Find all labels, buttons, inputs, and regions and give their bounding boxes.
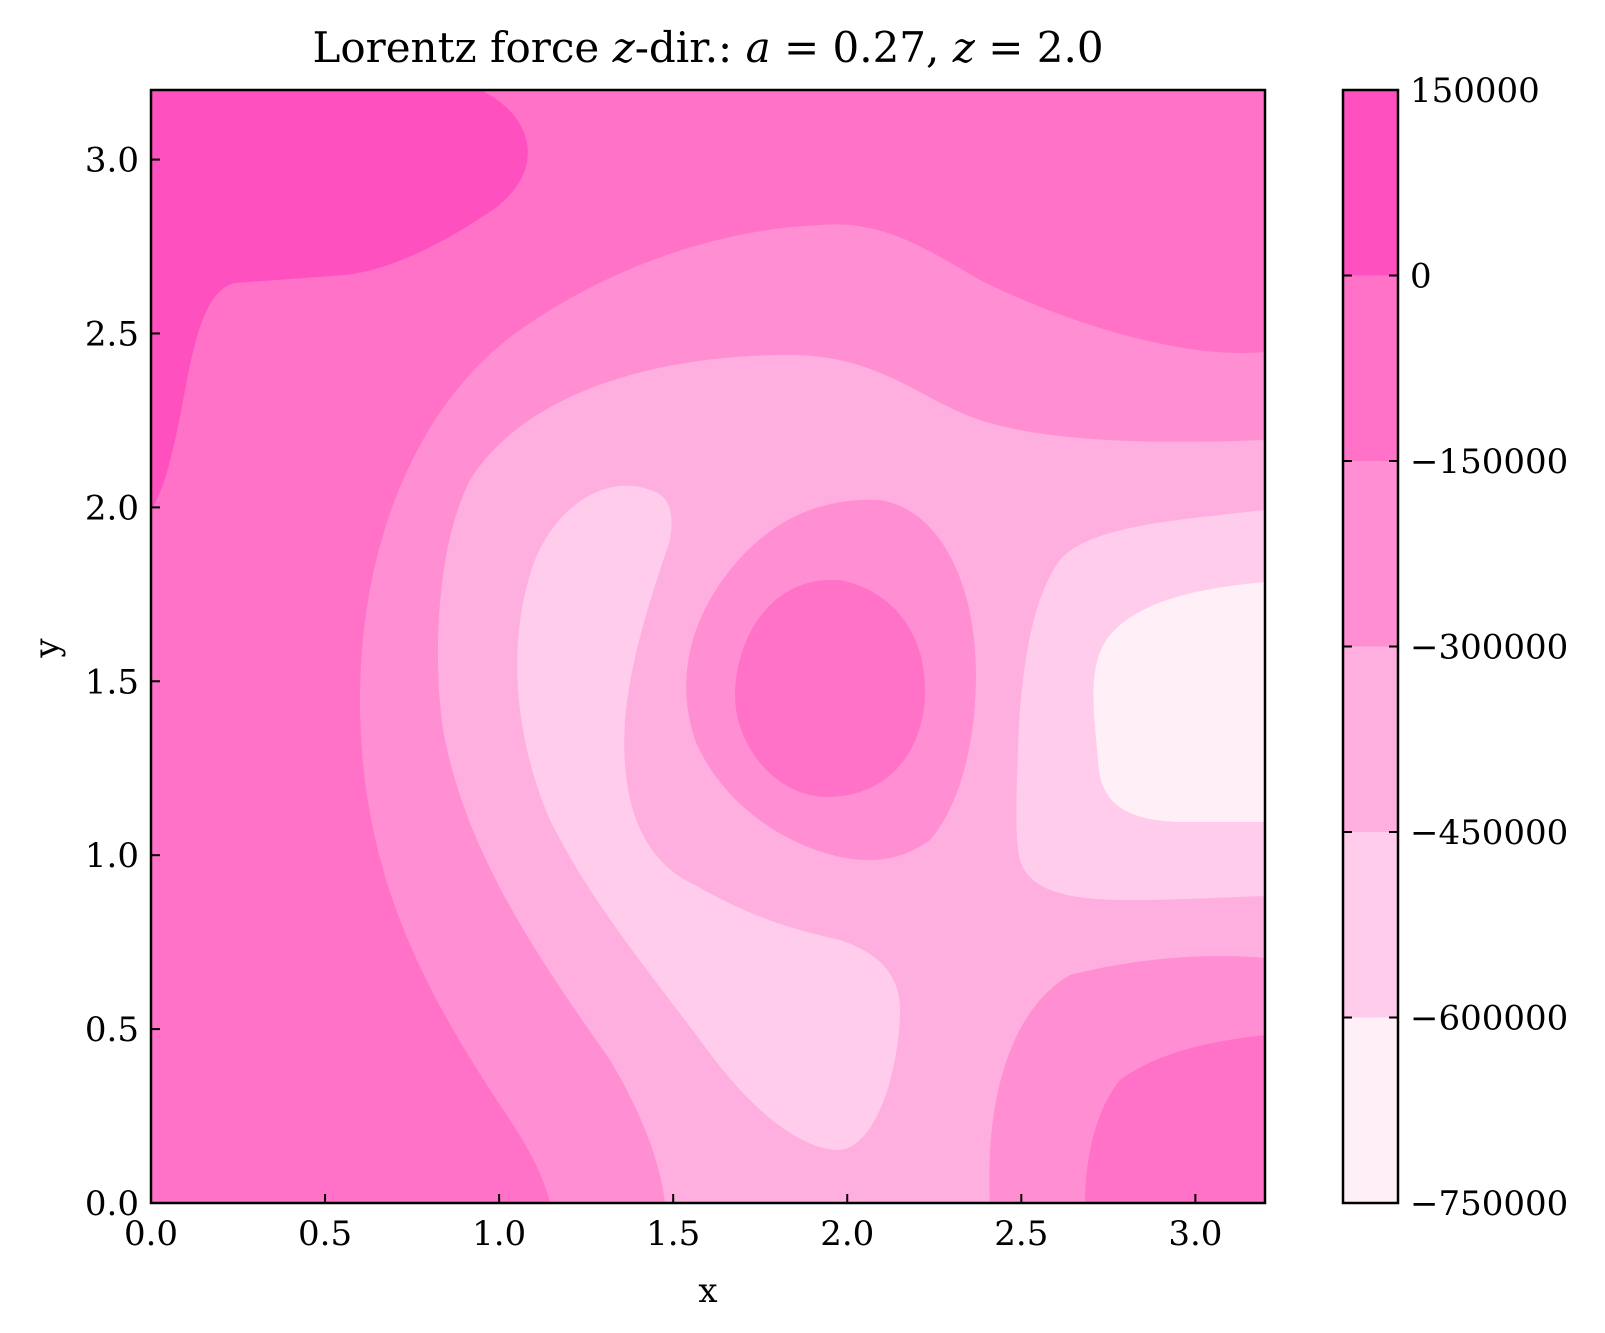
colorbar-tick-label: −150000 — [1410, 442, 1568, 482]
colorbar-tick-label: −600000 — [1410, 999, 1568, 1039]
colorbar-tick-label: 0 — [1410, 257, 1432, 297]
y-tick-label: 3.0 — [85, 141, 139, 181]
colorbar-segment — [1343, 275, 1398, 461]
colorbar: −750000 −600000 −450000 −300000 −150000 0 1500… — [1343, 71, 1568, 1224]
x-tick-label: 0.0 — [124, 1214, 178, 1254]
y-axis-ticks: 0.0 0.5 1.0 1.5 2.0 2.5 3.0 — [85, 141, 160, 1224]
colorbar-frame — [1341, 88, 1400, 1205]
contour-plot — [151, 90, 1265, 1203]
y-tick-label: 2.0 — [85, 488, 139, 528]
colorbar-tick-label: −750000 — [1410, 1184, 1568, 1224]
contour-region-top-left-max — [151, 90, 528, 510]
contour-band-minus-600k-minus-450k-crescent — [517, 485, 900, 1151]
contour-band-center-inner — [735, 579, 925, 798]
y-tick-label: 1.5 — [85, 662, 139, 702]
y-axis-label: y — [27, 638, 67, 659]
x-tick-label: 2.5 — [994, 1214, 1048, 1254]
colorbar-segment — [1343, 1017, 1398, 1203]
x-tick-label: 2.0 — [820, 1214, 874, 1254]
y-tick-label: 0.0 — [85, 1184, 139, 1224]
x-tick-label: 1.0 — [472, 1214, 526, 1254]
chart-title: Lorentz force z-dir.: a = 0.27, z = 2.0 — [312, 23, 1103, 72]
x-axis-label: x — [698, 1271, 717, 1311]
plot-frame — [149, 88, 1267, 1205]
colorbar-tick-label: −450000 — [1410, 813, 1568, 853]
colorbar-segment — [1343, 90, 1398, 276]
colorbar-tick-label: 150000 — [1410, 71, 1540, 111]
contour-band-bottom-right-inner — [1085, 1035, 1265, 1203]
y-tick-label: 1.0 — [85, 836, 139, 876]
colorbar-segment — [1343, 646, 1398, 832]
x-tick-label: 1.5 — [646, 1214, 700, 1254]
x-tick-label: 0.5 — [298, 1214, 352, 1254]
y-tick-label: 0.5 — [85, 1010, 139, 1050]
y-tick-label: 2.5 — [85, 314, 139, 354]
x-tick-label: 3.0 — [1168, 1214, 1222, 1254]
colorbar-segment — [1343, 832, 1398, 1018]
x-axis-ticks: 0.0 0.5 1.0 1.5 2.0 2.5 3.0 — [124, 1194, 1222, 1254]
colorbar-segment — [1343, 461, 1398, 647]
contour-band-right-minimum — [1093, 582, 1265, 822]
colorbar-tick-label: −300000 — [1410, 628, 1568, 668]
